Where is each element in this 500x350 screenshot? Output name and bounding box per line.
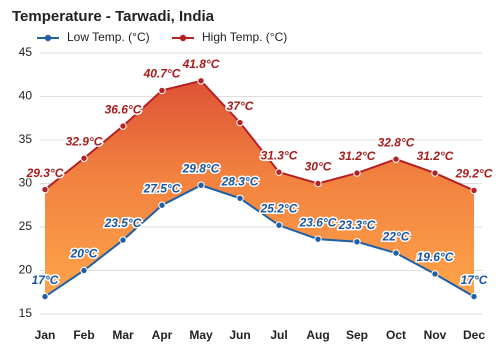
data-point (197, 77, 205, 85)
x-tick-label: May (189, 328, 213, 342)
data-point (353, 169, 361, 177)
data-point (80, 266, 88, 275)
data-point (392, 155, 400, 163)
x-tick-label: Jul (270, 328, 287, 342)
x-tick-label: Sep (346, 328, 368, 342)
chart-title: Temperature - Tarwadi, India (12, 8, 215, 25)
y-tick-label: 40 (19, 89, 33, 103)
data-label: 19.6°C (417, 250, 454, 264)
data-label: 27.5°C (143, 181, 181, 195)
range-fill (45, 80, 474, 297)
data-point (236, 194, 244, 202)
data-label: 30°C (305, 160, 332, 174)
data-label: 31.2°C (339, 149, 376, 163)
data-label: 41.8°C (182, 57, 220, 71)
data-point (314, 235, 322, 243)
data-label: 31.3°C (261, 148, 298, 162)
x-tick-label: Oct (386, 328, 406, 342)
y-tick-label: 20 (19, 263, 33, 277)
data-point (470, 292, 478, 301)
data-point (431, 169, 439, 177)
data-point (236, 118, 244, 127)
data-point (119, 236, 127, 244)
legend-label: Low Temp. (°C) (67, 30, 150, 44)
data-label: 31.2°C (417, 149, 454, 163)
x-tick-label: Mar (112, 328, 134, 342)
data-label: 25.2°C (260, 201, 298, 215)
data-point (275, 168, 283, 176)
x-tick-label: Apr (152, 328, 173, 342)
data-point (353, 238, 361, 246)
data-label: 32.8°C (378, 135, 415, 149)
data-point (41, 292, 49, 301)
legend-marker (44, 34, 52, 42)
data-point (392, 249, 400, 257)
data-label: 32.9°C (66, 134, 103, 148)
data-point (119, 122, 127, 130)
y-tick-label: 45 (19, 45, 33, 59)
data-point (158, 201, 166, 209)
data-point (41, 185, 49, 194)
x-tick-label: Jun (229, 328, 250, 342)
data-point (275, 221, 283, 229)
y-tick-label: 35 (19, 132, 33, 146)
legend-label: High Temp. (°C) (202, 30, 287, 44)
data-label: 23.5°C (104, 216, 142, 230)
x-tick-label: Jan (35, 328, 56, 342)
data-label: 22°C (382, 229, 410, 243)
data-point (80, 154, 88, 162)
data-label: 36.6°C (105, 102, 142, 116)
data-point (158, 86, 166, 95)
data-point (470, 186, 478, 195)
x-tick-label: Aug (306, 328, 329, 342)
y-tick-label: 25 (19, 219, 33, 233)
data-label: 17°C (461, 273, 488, 287)
data-label: 23.6°C (299, 215, 337, 229)
data-point (431, 270, 439, 278)
data-label: 37°C (227, 99, 254, 113)
x-tick-label: Dec (463, 328, 485, 342)
data-point (314, 179, 322, 188)
data-label: 29.3°C (26, 166, 64, 180)
series-line (44, 184, 475, 298)
y-tick-label: 15 (19, 306, 33, 320)
data-label: 23.3°C (338, 218, 376, 232)
series-line (44, 79, 475, 192)
data-label: 29.2°C (455, 167, 493, 181)
data-label: 17°C (32, 273, 59, 287)
data-label: 29.8°C (182, 161, 220, 175)
y-tick-label: 30 (19, 176, 33, 190)
x-tick-label: Feb (73, 328, 94, 342)
data-label: 28.3°C (221, 174, 259, 188)
data-label: 20°C (70, 247, 98, 261)
legend-marker (179, 34, 187, 42)
data-point (197, 181, 205, 189)
data-label: 40.7°C (143, 67, 181, 81)
x-tick-label: Nov (424, 328, 447, 342)
